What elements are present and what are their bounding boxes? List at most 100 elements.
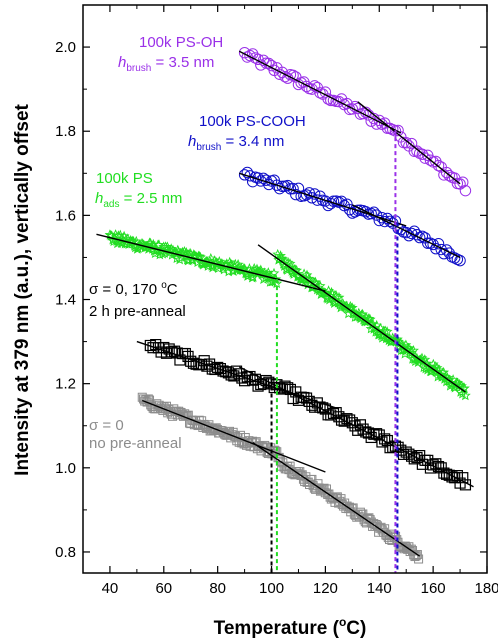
data-point <box>443 169 455 182</box>
data-point <box>282 382 294 394</box>
y-axis-label: Intensity at 379 nm (a.u.), vertically o… <box>12 103 33 475</box>
fit-line <box>238 50 402 134</box>
ps-h-value: = 2.5 nm <box>119 190 182 207</box>
y-tick-label: 1.4 <box>55 292 76 309</box>
data-point <box>457 472 469 484</box>
x-axis-label-text: Temperature ( <box>214 618 340 639</box>
data-point <box>438 247 450 260</box>
data-point <box>308 188 321 200</box>
fit-line <box>136 340 340 410</box>
plot-tg <box>270 130 399 573</box>
ps-h-symbol: h <box>95 190 103 207</box>
fit-line <box>352 204 461 259</box>
data-point <box>271 277 283 289</box>
fit-line <box>357 101 461 185</box>
annotation-ps-cooh-name: 100k PS-COOH <box>199 113 306 130</box>
data-point <box>400 226 412 239</box>
ps-oh-h-subscript: brush <box>126 63 151 74</box>
data-point <box>153 239 165 250</box>
y-tick-label: 1.0 <box>55 460 76 477</box>
data-point <box>268 267 280 278</box>
data-point <box>438 366 449 378</box>
pre-anneal-unit: C <box>167 281 178 298</box>
data-point <box>424 154 437 166</box>
data-point <box>448 252 461 264</box>
data-point <box>292 182 305 195</box>
fit-line <box>257 244 466 393</box>
data-point <box>459 390 471 401</box>
ps-h-subscript: ads <box>103 199 119 210</box>
data-point <box>370 118 383 130</box>
fit-line <box>239 172 407 227</box>
x-tick-label: 60 <box>155 580 172 597</box>
ps-cooh-h-value: = 3.4 nm <box>221 133 284 150</box>
pre-anneal-line1-text: σ = 0, 170 <box>89 281 161 298</box>
data-point <box>346 302 358 313</box>
x-tick-label: 160 <box>421 580 446 597</box>
data-point <box>411 551 421 561</box>
y-tick-label: 0.8 <box>55 544 76 561</box>
data-point <box>284 258 296 269</box>
x-tick-label: 120 <box>313 580 338 597</box>
y-tick-label: 1.2 <box>55 376 76 393</box>
data-point <box>300 189 313 201</box>
data-point <box>431 362 443 373</box>
data-point <box>224 256 235 267</box>
data-point <box>346 103 359 115</box>
annotation-ps-name: 100k PS <box>96 170 153 187</box>
data-point <box>411 145 423 157</box>
data-point <box>364 314 376 325</box>
x-tick-label: 180 <box>474 580 498 597</box>
data-point <box>416 148 429 160</box>
data-point <box>432 159 445 172</box>
data-point <box>306 83 318 95</box>
data-point <box>276 180 289 192</box>
fit-line <box>252 441 421 557</box>
x-axis-label: Temperature (oC) <box>214 615 367 639</box>
x-tick-label: 40 <box>102 580 119 597</box>
annotation-ps-oh-h: hbrush = 3.5 nm <box>118 54 214 74</box>
annotation-pre-anneal-line1: σ = 0, 170 oC <box>89 280 178 298</box>
data-point <box>435 369 447 380</box>
data-point <box>363 313 375 324</box>
data-point <box>194 250 205 262</box>
data-point <box>459 184 472 197</box>
data-point <box>405 137 418 150</box>
data-point <box>281 179 294 192</box>
data-point <box>458 382 470 393</box>
fit-line <box>96 233 326 292</box>
axis-ticks: 40 60 80 100 120 140 160 180 0.8 1.0 1.2 1.4 1.6 1.8 2… <box>55 5 498 597</box>
x-tick-label: 140 <box>367 580 392 597</box>
fit-line <box>141 399 326 473</box>
data-point <box>341 198 353 210</box>
plot-fits <box>96 50 474 557</box>
ps-cooh-h-subscript: brush <box>196 142 221 153</box>
data-point <box>400 137 412 149</box>
data-point <box>241 51 253 63</box>
data-point <box>333 291 345 303</box>
data-point <box>454 254 466 267</box>
x-axis-label-unit: C) <box>346 618 366 639</box>
data-point <box>411 229 423 241</box>
fit-line <box>238 366 474 488</box>
annotation-pre-anneal-line2: 2 h pre-anneal <box>89 303 186 320</box>
annotation-no-anneal-line1: σ = 0 <box>89 417 124 434</box>
annotation-ps-cooh-h: hbrush = 3.4 nm <box>188 133 284 153</box>
y-tick-label: 2.0 <box>55 39 76 56</box>
pre-anneal-degree: o <box>161 280 167 291</box>
data-point <box>381 326 393 337</box>
x-tick-label: 80 <box>209 580 226 597</box>
data-point <box>333 95 345 108</box>
data-point <box>408 345 419 356</box>
annotation-ps-h: hads = 2.5 nm <box>95 190 182 210</box>
plot-frame <box>82 4 488 574</box>
x-axis-label-degree: o <box>339 615 346 629</box>
ps-oh-h-value: = 3.5 nm <box>151 54 214 71</box>
annotation-ps-oh-name: 100k PS-OH <box>139 34 223 51</box>
ps-oh-h-symbol: h <box>118 54 126 71</box>
y-tick-label: 1.8 <box>55 123 76 140</box>
y-tick-label: 1.6 <box>55 207 76 224</box>
ps-cooh-h-symbol: h <box>188 133 196 150</box>
data-point <box>238 169 251 181</box>
